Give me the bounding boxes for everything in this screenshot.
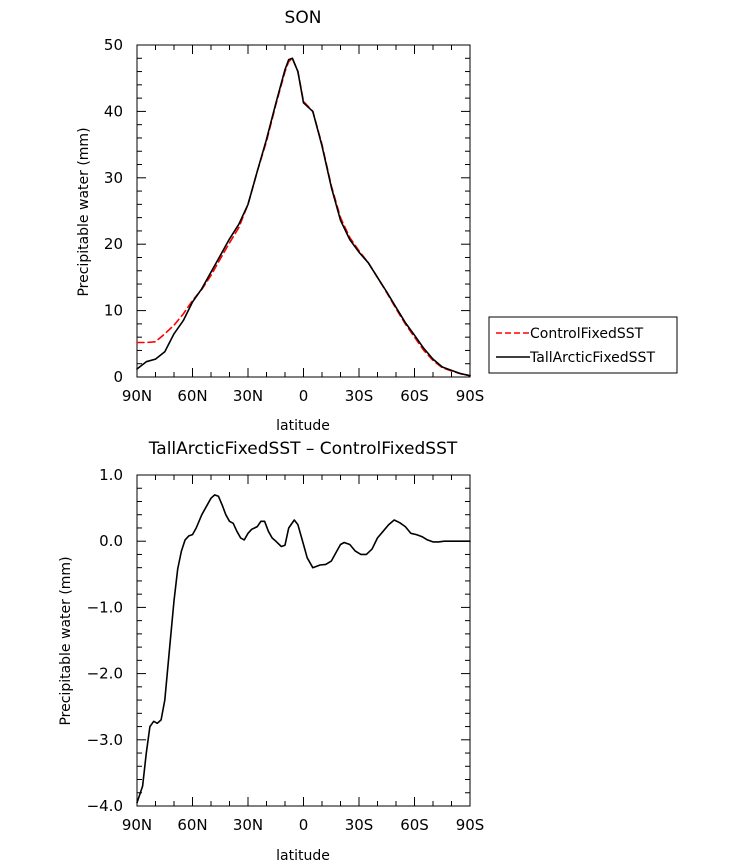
x-tick-label: 60S: [400, 387, 429, 405]
y-tick-label: 30: [104, 169, 123, 187]
y-tick-label: 50: [104, 36, 123, 54]
y-tick-label: 1.0: [99, 466, 123, 484]
chart-title: SON: [285, 8, 322, 28]
x-axis-label: latitude: [276, 418, 330, 434]
y-axis-label: Precipitable water (mm): [76, 127, 92, 296]
legend-box: [488, 316, 678, 374]
legend-entry-control: ControlFixedSST: [530, 326, 644, 342]
y-tick-label: 10: [104, 302, 123, 320]
x-tick-label: 30S: [345, 816, 374, 834]
y-tick-label: −1.0: [87, 598, 123, 616]
x-tick-label: 30N: [233, 387, 263, 405]
y-tick-label: 40: [104, 102, 123, 120]
plot-area: 90N 60N 30N 0 30S 60S 90S 0 10 20 30 40 50: [104, 36, 484, 405]
x-tick-label: 90S: [456, 816, 485, 834]
x-tick-label: 30S: [345, 387, 374, 405]
series-line-difference: [136, 494, 471, 804]
series-line-controlfixedsst: [136, 57, 471, 377]
x-tick-label: 60N: [177, 816, 207, 834]
x-tick-label: 0: [299, 816, 309, 834]
y-tick-label: −3.0: [87, 731, 123, 749]
x-tick-label: 30N: [233, 816, 263, 834]
x-tick-label: 60N: [177, 387, 207, 405]
y-axis-label: Precipitable water (mm): [58, 556, 74, 725]
x-tick-label: 90S: [456, 387, 485, 405]
series-line-tallarcticfixedsst: [136, 57, 471, 377]
x-tick-label: 90N: [122, 387, 152, 405]
x-tick-label: 90N: [122, 816, 152, 834]
plot-frame: [136, 44, 471, 378]
y-tick-label: 0: [113, 368, 123, 386]
y-tick-label: −4.0: [87, 797, 123, 815]
x-tick-label: 60S: [400, 816, 429, 834]
y-tick-label: 20: [104, 235, 123, 253]
x-tick-label: 0: [299, 387, 309, 405]
panel-difference: TallArcticFixedSST – ControlFixedSST lat…: [58, 439, 484, 864]
legend: ControlFixedSST TallArcticFixedSST: [488, 316, 678, 374]
plot-area: 90N 60N 30N 0 30S 60S 90S −4.0 −3.0 −2.0 −1.0 0.0 1.…: [87, 466, 485, 834]
y-tick-label: 0.0: [99, 532, 123, 550]
chart-title: TallArcticFixedSST – ControlFixedSST: [148, 439, 458, 459]
panel-mean-precipitable-water: SON latitude Precipitable water (mm) 90N…: [76, 8, 484, 434]
x-axis-label: latitude: [276, 848, 330, 864]
plot-frame: [136, 474, 471, 807]
y-tick-label: −2.0: [87, 665, 123, 683]
legend-entry-tallarctic: TallArcticFixedSST: [529, 350, 655, 366]
